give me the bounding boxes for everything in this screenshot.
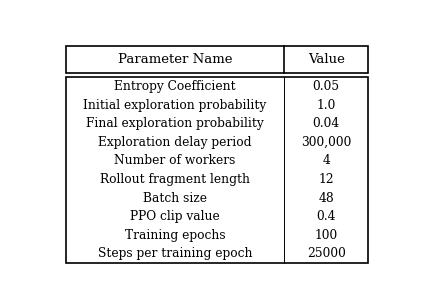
Text: Value: Value xyxy=(308,53,345,66)
Text: 0.05: 0.05 xyxy=(312,80,340,93)
Text: Final exploration probability: Final exploration probability xyxy=(86,117,264,130)
Text: 12: 12 xyxy=(318,173,334,186)
Text: 0.04: 0.04 xyxy=(312,117,340,130)
Text: PPO clip value: PPO clip value xyxy=(130,210,220,223)
Text: Exploration delay period: Exploration delay period xyxy=(98,136,252,149)
Text: Entropy Coefficient: Entropy Coefficient xyxy=(114,80,236,93)
Text: Batch size: Batch size xyxy=(143,192,207,204)
Text: Number of workers: Number of workers xyxy=(114,155,236,167)
Text: 48: 48 xyxy=(318,192,334,204)
Text: Rollout fragment length: Rollout fragment length xyxy=(100,173,250,186)
Text: 1.0: 1.0 xyxy=(316,99,336,112)
Text: 100: 100 xyxy=(315,229,338,242)
Text: 4: 4 xyxy=(322,155,330,167)
Text: 300,000: 300,000 xyxy=(301,136,351,149)
Text: 0.4: 0.4 xyxy=(316,210,336,223)
Text: 25000: 25000 xyxy=(307,247,346,260)
Text: Initial exploration probability: Initial exploration probability xyxy=(84,99,267,112)
Text: Steps per training epoch: Steps per training epoch xyxy=(98,247,252,260)
Text: Parameter Name: Parameter Name xyxy=(118,53,232,66)
Text: Training epochs: Training epochs xyxy=(125,229,225,242)
